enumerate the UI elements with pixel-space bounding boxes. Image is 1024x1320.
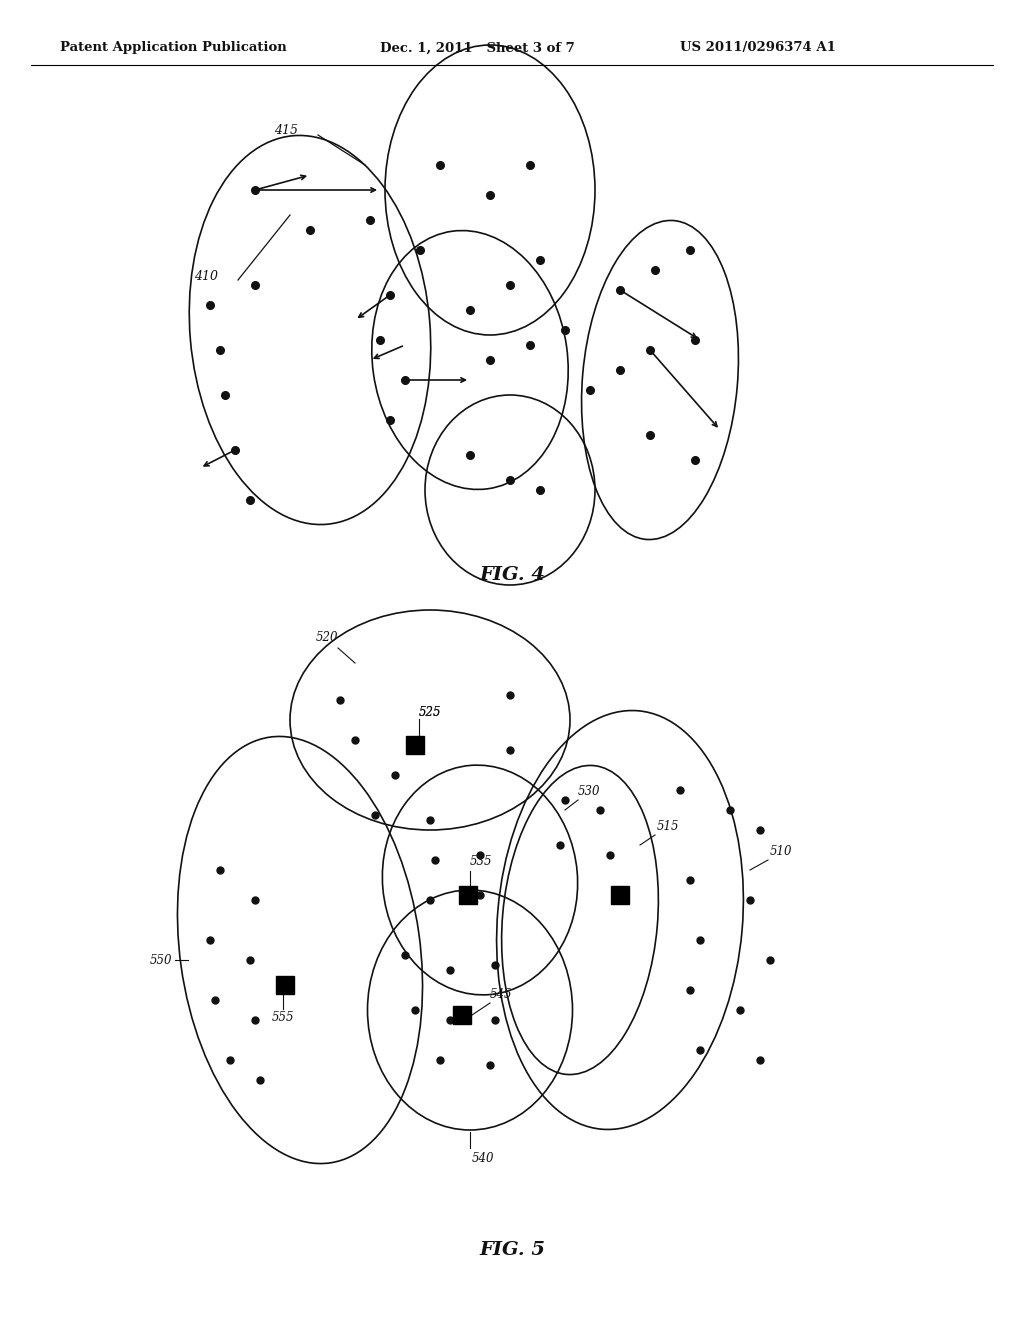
- Text: 530: 530: [578, 785, 600, 799]
- Text: 415: 415: [274, 124, 298, 137]
- Text: US 2011/0296374 A1: US 2011/0296374 A1: [680, 41, 836, 54]
- Text: 550: 550: [150, 953, 172, 966]
- Text: 510: 510: [770, 845, 793, 858]
- Text: FIG. 5: FIG. 5: [479, 1241, 545, 1259]
- Bar: [276, 975, 294, 994]
- Text: FIG. 4: FIG. 4: [479, 566, 545, 583]
- Text: 535: 535: [470, 855, 493, 869]
- Bar: [406, 737, 424, 754]
- Bar: [453, 1006, 471, 1024]
- Text: 525: 525: [419, 706, 441, 719]
- Text: 545: 545: [490, 987, 512, 1001]
- Text: Patent Application Publication: Patent Application Publication: [60, 41, 287, 54]
- Bar: [611, 886, 629, 904]
- Bar: [459, 886, 477, 904]
- Text: 520: 520: [315, 631, 338, 644]
- Text: 410: 410: [194, 269, 218, 282]
- Text: 555: 555: [271, 1011, 294, 1024]
- Text: Dec. 1, 2011   Sheet 3 of 7: Dec. 1, 2011 Sheet 3 of 7: [380, 41, 574, 54]
- Text: 540: 540: [472, 1152, 495, 1166]
- Text: 525: 525: [419, 706, 441, 719]
- Text: 515: 515: [657, 820, 680, 833]
